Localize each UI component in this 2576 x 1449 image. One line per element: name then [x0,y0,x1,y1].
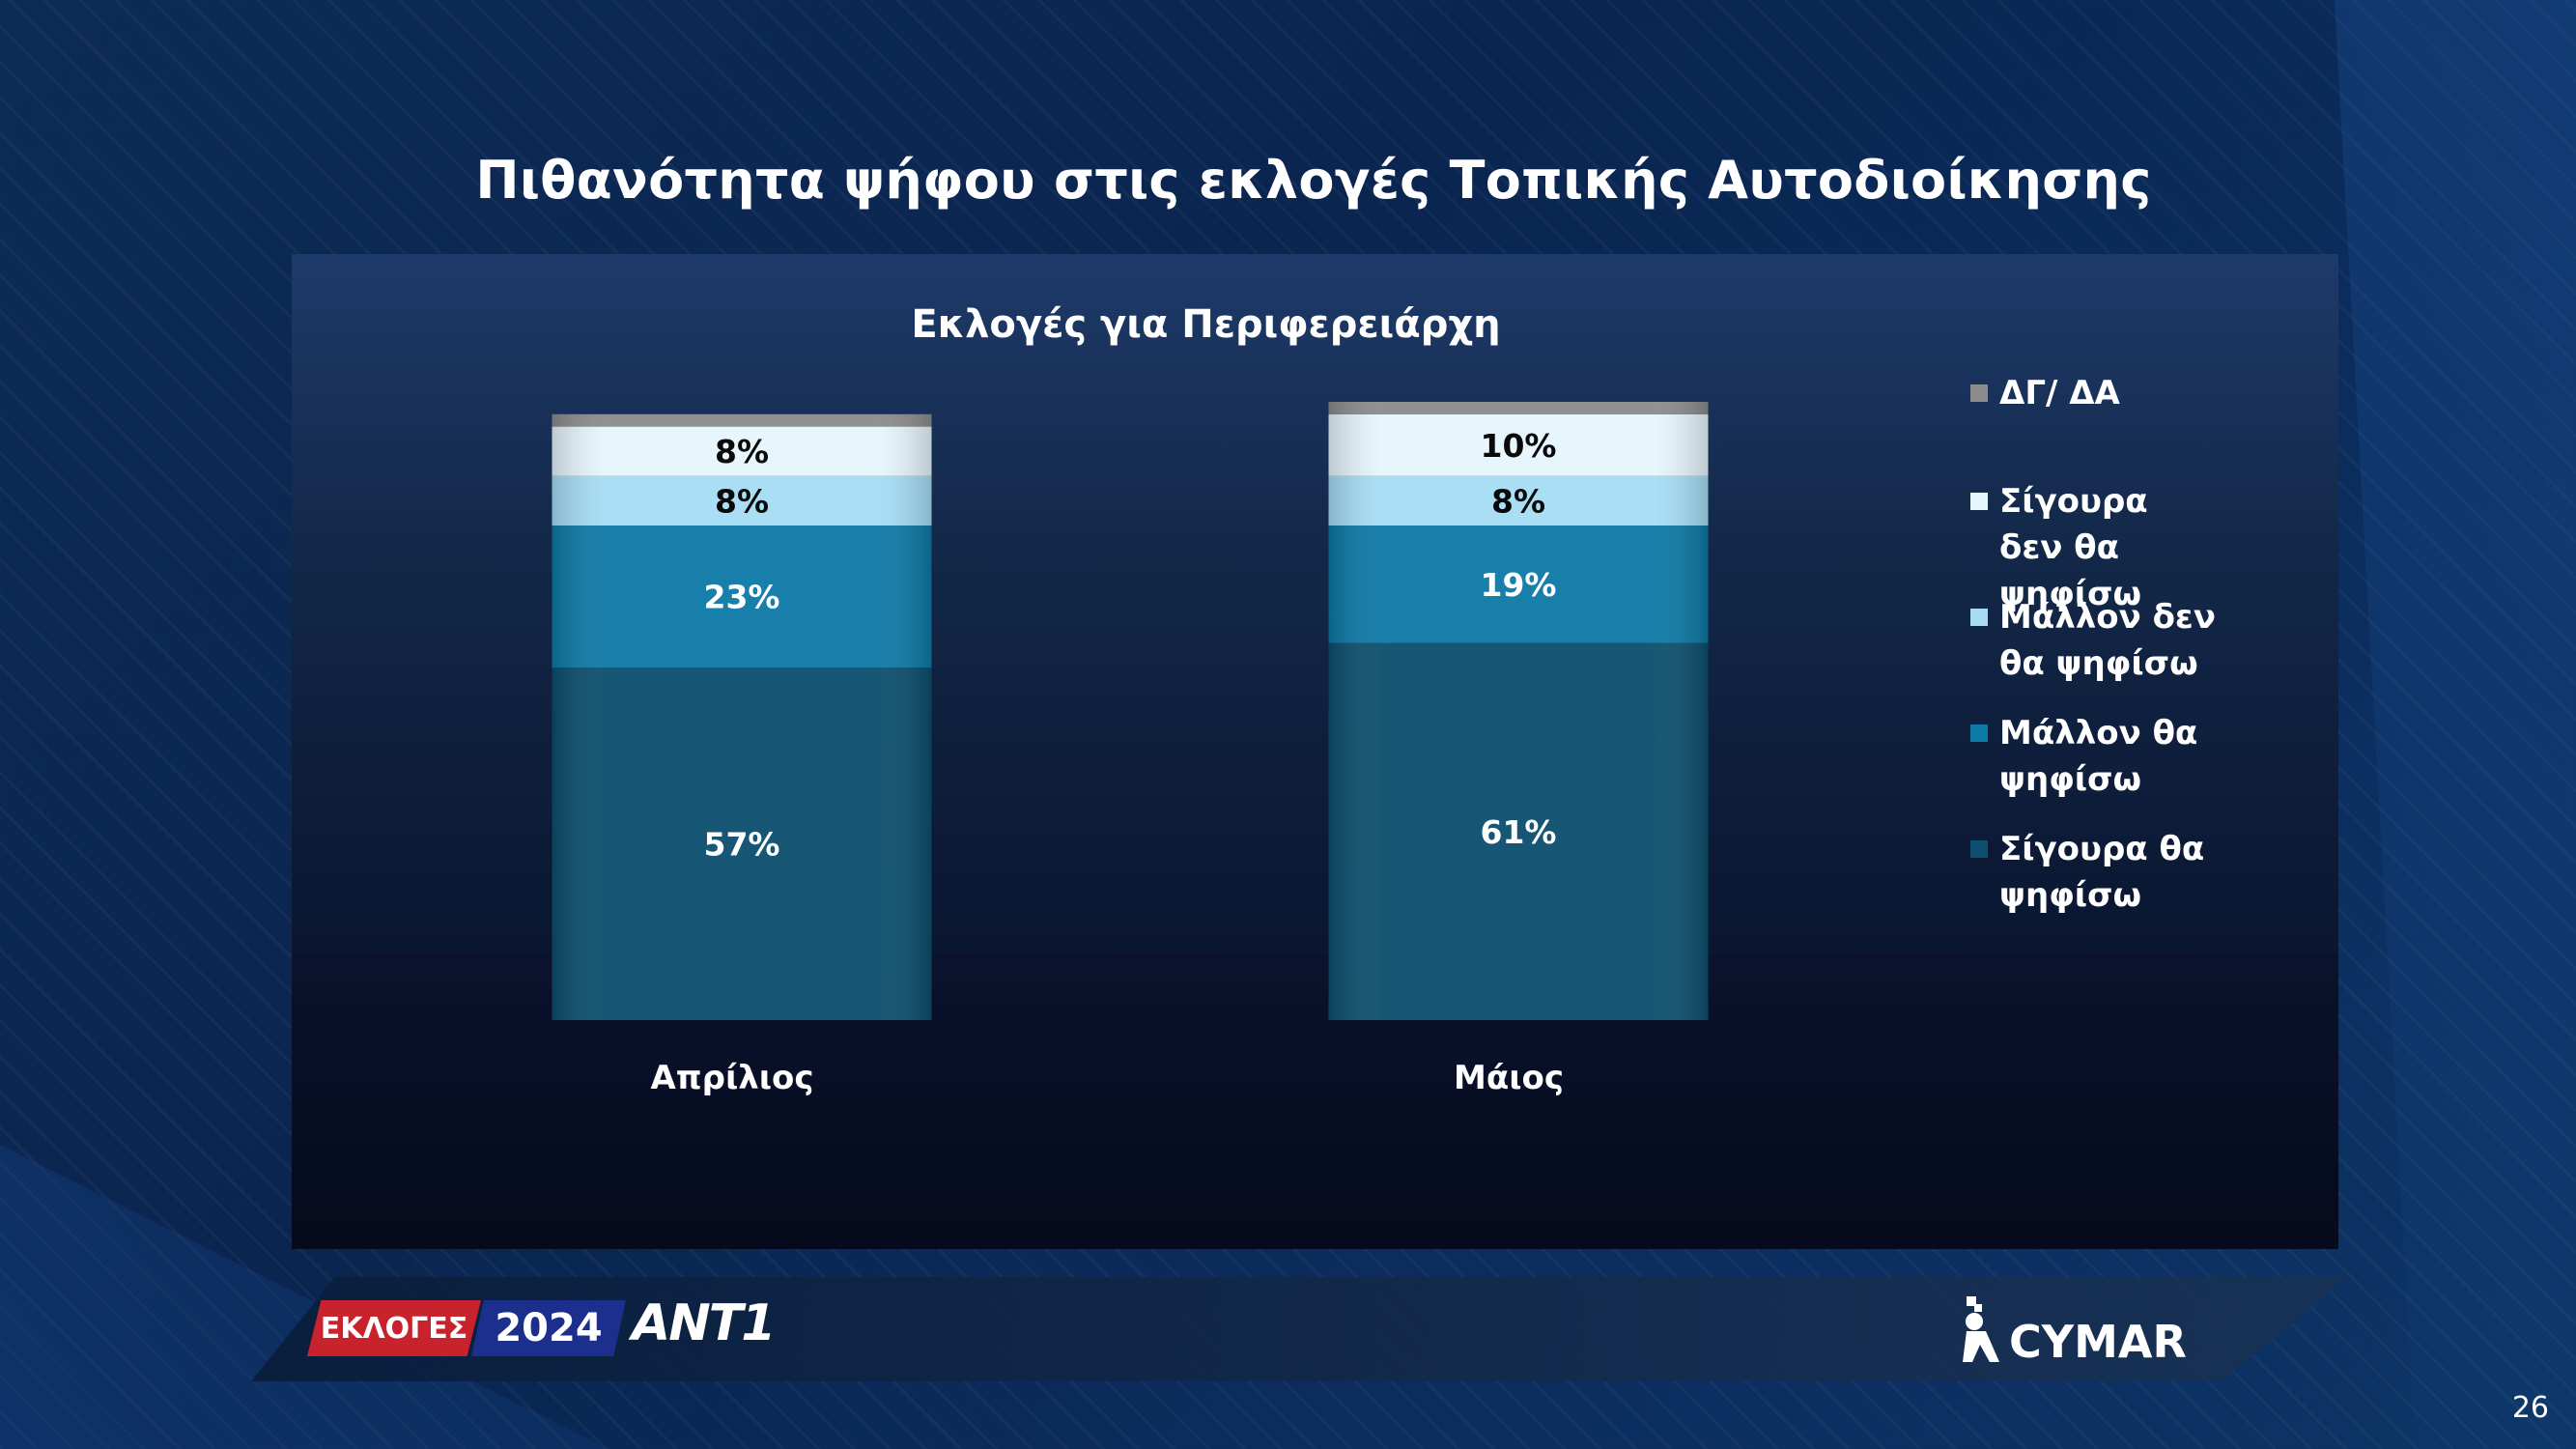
legend-item: Μάλλον θα ψηφίσω [1970,710,2222,803]
legend-swatch [1970,724,1988,742]
elections-year: 2024 [471,1300,626,1356]
channel-logo: ANT1 [632,1294,776,1352]
legend-label: Σίγουρα δεν θα ψηφίσω [1999,482,2148,613]
bar-shading [1328,402,1709,1020]
elections-logo: ΕΚΛΟΓΕΣ [307,1300,481,1356]
slide-title: Πιθανότητα ψήφου στις εκλογές Τοπικής Αυ… [475,150,2152,211]
legend-swatch [1970,609,1988,626]
category-label: Απρίλιος [650,1059,813,1097]
stacked-bar-chart: 57%23%8%8%Απρίλιος61%19%8%10%Μάιος [552,402,1709,1097]
chart-title: Εκλογές για Περιφερειάρχη [911,302,1501,347]
category-label: Μάιος [1454,1059,1564,1097]
legend-swatch [1970,384,1988,402]
legend-label: Σίγουρα θα ψηφίσω [1999,830,2205,915]
legend-label: ΔΓ/ ΔΑ [1999,374,2120,412]
legend-swatch [1970,840,1988,858]
legend-swatch [1970,493,1988,510]
legend-label: Μάλλον θα ψηφίσω [1999,714,2198,799]
page-number: 26 [2511,1391,2549,1425]
pollster-figure-icon [1963,1296,1999,1362]
pollster-logo: CYMAR [1961,1294,2187,1364]
legend-item: Σίγουρα θα ψηφίσω [1970,826,2222,919]
legend-label: Μάλλον δεν θα ψηφίσω [1999,598,2217,683]
chart-panel: Εκλογές για Περιφερειάρχη 57%23%8%8%Απρί… [292,254,2338,1249]
pollster-name: CYMAR [2009,1316,2187,1368]
bar-shading [552,413,932,1020]
legend-item: ΔΓ/ ΔΑ [1970,370,2222,416]
legend-item: Μάλλον δεν θα ψηφίσω [1970,594,2222,687]
legend-item: Σίγουρα δεν θα ψηφίσω [1970,478,2222,617]
